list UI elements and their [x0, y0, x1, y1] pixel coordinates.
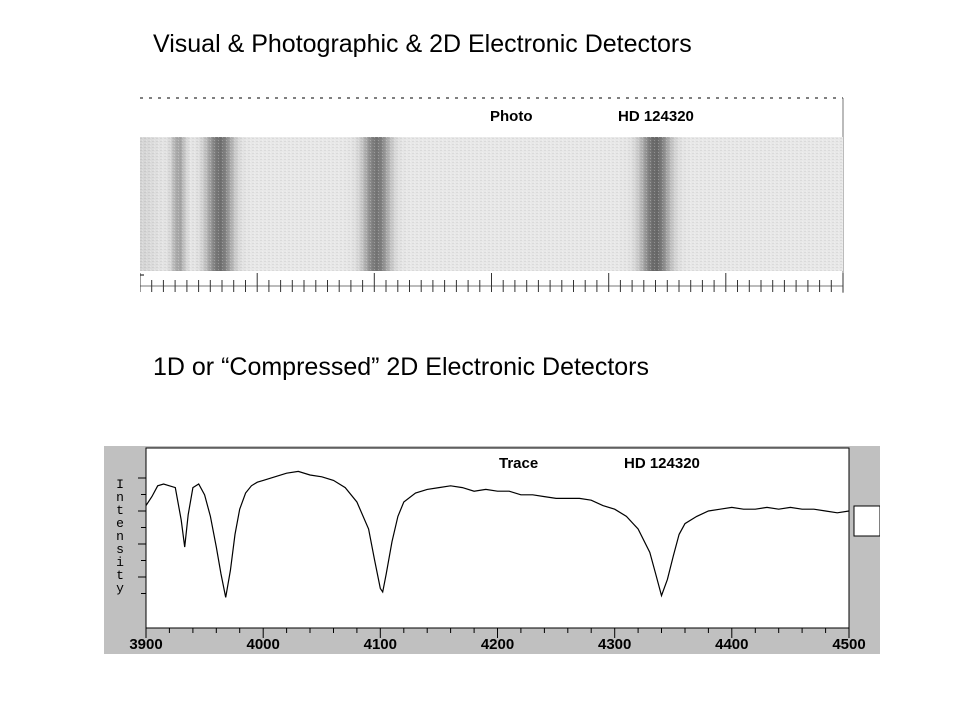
x-tick-label: 4200 — [481, 636, 514, 653]
y-axis-ticks — [138, 477, 146, 594]
intensity-trace-line — [145, 470, 850, 598]
y-label-letter: t — [116, 503, 124, 518]
y-label-letter: e — [116, 516, 124, 531]
x-axis-tick-labels: 3900 4000 4100 4200 4300 4400 4500 — [129, 636, 865, 653]
x-tick-label: 4100 — [364, 636, 397, 653]
top-heading: Visual & Photographic & 2D Electronic De… — [153, 30, 692, 58]
y-label-letter: t — [116, 568, 124, 583]
x-axis-ticks — [145, 628, 850, 638]
x-tick-label: 4300 — [598, 636, 631, 653]
x-tick-label: 3900 — [129, 636, 162, 653]
photo-mode-label: Photo — [490, 108, 533, 125]
y-label-letter: y — [116, 581, 124, 596]
photo-scale-ticks — [140, 273, 844, 292]
photo-star-label: HD 124320 — [618, 108, 694, 125]
x-tick-label: 4400 — [715, 636, 748, 653]
photographic-spectrum-panel: Photo HD 124320 — [140, 93, 846, 297]
x-tick-label: 4000 — [247, 636, 280, 653]
trace-star-label: HD 124320 — [624, 455, 700, 472]
photo-spectrum-svg: Photo HD 124320 — [140, 93, 846, 297]
y-label-letter: i — [116, 555, 124, 570]
spectrum-grain-overlay — [140, 137, 843, 271]
y-label-letter: n — [116, 490, 124, 505]
side-box — [853, 505, 880, 537]
y-label-letter: I — [116, 477, 124, 492]
y-label-letter: n — [116, 529, 124, 544]
middle-heading: 1D or “Compressed” 2D Electronic Detecto… — [153, 353, 649, 381]
plot-area — [145, 447, 850, 629]
x-tick-label: 4500 — [832, 636, 865, 653]
y-label-letter: s — [116, 542, 124, 557]
trace-mode-label: Trace — [499, 455, 538, 472]
